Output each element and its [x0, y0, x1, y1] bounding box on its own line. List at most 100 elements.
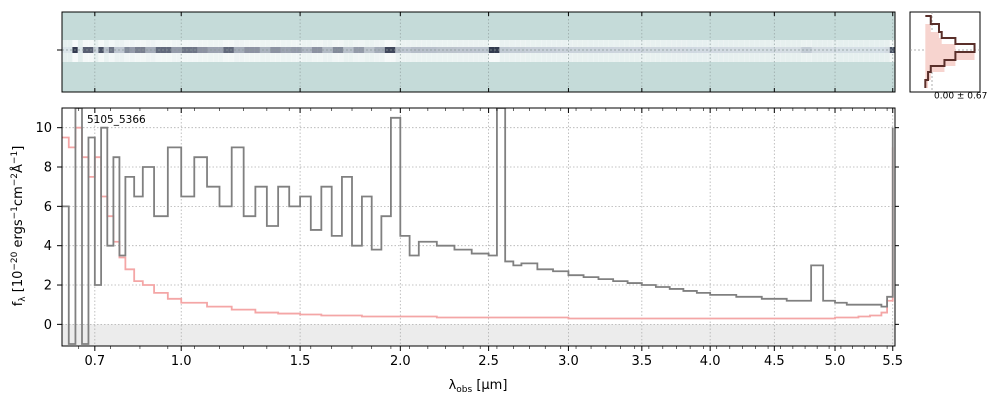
spectrum-2d-trace [806, 47, 812, 53]
spectrum-2d-trace [134, 47, 141, 53]
spectrum-2d-band [603, 40, 609, 62]
spectrum-2d-trace [218, 47, 224, 53]
spectrum-2d-trace [733, 47, 740, 53]
spectrum-2d-trace [790, 47, 797, 53]
spectrum-2d-band [645, 40, 651, 62]
spectrum-2d-trace [186, 47, 193, 53]
spectrum-1d-grid [62, 108, 895, 346]
spectrum-2d-trace [353, 47, 360, 53]
spectrum-2d-trace [681, 47, 688, 53]
x-axis-label: λobs [μm] [449, 378, 508, 395]
spectrum-2d-band [639, 40, 646, 62]
x-tick-label: 5.0 [825, 354, 846, 369]
spectrum-2d-band [478, 40, 485, 62]
spectrum-2d-band [822, 40, 828, 62]
y-axis-ticks: 0 2 4 6 8 10 [35, 49, 899, 333]
spectrum-2d-band [827, 40, 833, 62]
spectrum-2d-band [790, 40, 797, 62]
spectrum-2d-band [452, 40, 458, 62]
object-label: 5105_5366 [87, 114, 146, 126]
spectrum-2d-trace [582, 47, 589, 53]
spectrum-2d-band [577, 40, 583, 62]
spectrum-2d-trace [473, 47, 479, 53]
spectrum-2d-trace [343, 47, 349, 53]
spectrum-2d-image [62, 40, 896, 62]
spectrum-2d-trace [181, 47, 188, 53]
spectrum-2d-band [363, 40, 370, 62]
spectrum-2d-band [504, 40, 511, 62]
y-tick-label: 6 [44, 200, 52, 215]
x-tick-label: 3.0 [558, 354, 579, 369]
spectrum-2d-band [744, 40, 750, 62]
spectrum-2d-band [665, 40, 672, 62]
spectrum-2d-band [93, 40, 99, 62]
spectrum-2d-band [858, 40, 865, 62]
spectrum-2d-band [863, 40, 870, 62]
flux-series-line [62, 108, 894, 345]
spectrum-2d-trace [613, 47, 620, 53]
error-series-line [62, 126, 894, 320]
spectrum-2d-band [608, 40, 615, 62]
spectrum-2d-trace [478, 47, 485, 53]
spectrum-2d-trace [546, 47, 552, 53]
spectrum-2d-band [114, 40, 120, 62]
spectrum-2d-trace [270, 47, 276, 53]
spectrum-2d-trace [410, 47, 417, 53]
spectrum-2d-band [405, 40, 412, 62]
spectrum-2d-trace [291, 47, 297, 53]
y-tick-label: 0 [44, 318, 52, 333]
spectrum-2d-trace [754, 47, 760, 53]
spectrum-2d-band [483, 40, 490, 62]
spectrum-2d-band [119, 40, 125, 62]
spectrum-2d-trace [561, 47, 568, 53]
spectrum-2d-trace [389, 47, 396, 53]
spectrum-2d-trace [82, 47, 89, 53]
spectrum-2d-band [749, 40, 755, 62]
x-tick-label: 4.0 [700, 354, 721, 369]
spectrum-2d-trace [785, 47, 792, 53]
spectrum-2d-band [879, 40, 885, 62]
spectrum-2d-band [759, 40, 766, 62]
spectrum-2d-band [770, 40, 776, 62]
spectrum-2d-band [619, 40, 625, 62]
spectrum-2d-band [712, 40, 719, 62]
spectrum-2d-band [613, 40, 620, 62]
spectrum-2d-band [572, 40, 578, 62]
spectrum-2d-band [837, 40, 844, 62]
spectrum-2d-band [868, 40, 875, 62]
spectrum-2d-band [874, 40, 880, 62]
spectrum-2d-band [546, 40, 552, 62]
spectrum-2d-band [582, 40, 589, 62]
spectrum-2d-trace [889, 47, 896, 53]
spectrum-2d-band [530, 40, 537, 62]
y-tick-label: 4 [44, 239, 52, 254]
spectrum-2d-band [842, 40, 849, 62]
spectrum-2d-band [853, 40, 859, 62]
spectrum-2d-band [436, 40, 443, 62]
spectrum-2d-frame [61, 11, 896, 93]
spectrum-2d-band [629, 40, 635, 62]
spectrum-2d-band [587, 40, 594, 62]
spectrum-2d-band [77, 40, 84, 62]
spectrum-2d-trace [801, 47, 807, 53]
spectrum-2d-trace [462, 47, 469, 53]
spectrum-2d-band [655, 40, 662, 62]
zero-band [62, 324, 895, 346]
spectrum-2d-trace [671, 47, 677, 53]
spectrum-traces [62, 108, 894, 345]
x-tick-label: 4.5 [764, 354, 785, 369]
spectrum-2d-band [801, 40, 807, 62]
spectrum-2d-trace [702, 47, 708, 53]
spectrum-2d-band [723, 40, 729, 62]
x-tick-label: 2.0 [390, 354, 411, 369]
spectrum-2d-trace [874, 47, 880, 53]
spectrum-2d-trace [509, 47, 516, 53]
spectrum-2d-trace [634, 47, 641, 53]
spectrum-2d-trace [145, 47, 151, 53]
spectrum-2d-trace [114, 47, 120, 53]
spectrum-2d-band [520, 40, 526, 62]
spectrum-2d-band [447, 40, 453, 62]
spectrum-2d-band [514, 40, 521, 62]
spectrum-2d-trace [306, 47, 313, 53]
